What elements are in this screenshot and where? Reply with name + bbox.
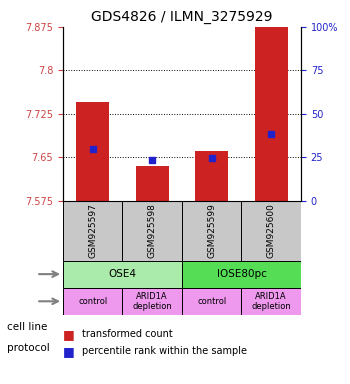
FancyBboxPatch shape	[63, 288, 122, 315]
FancyBboxPatch shape	[241, 201, 301, 260]
Text: control: control	[78, 297, 107, 306]
Text: GSM925599: GSM925599	[207, 203, 216, 258]
Text: cell line: cell line	[7, 322, 47, 332]
FancyBboxPatch shape	[63, 201, 122, 260]
FancyBboxPatch shape	[122, 201, 182, 260]
Bar	[136, 166, 169, 201]
Text: ARID1A
depletion: ARID1A depletion	[251, 291, 291, 311]
Text: protocol: protocol	[7, 343, 50, 353]
Text: control: control	[197, 297, 226, 306]
Bar	[195, 152, 228, 201]
Bar	[76, 102, 109, 201]
Text: transformed count: transformed count	[82, 329, 173, 339]
Text: ■: ■	[63, 345, 75, 358]
FancyBboxPatch shape	[241, 288, 301, 315]
FancyBboxPatch shape	[122, 288, 182, 315]
Text: percentile rank within the sample: percentile rank within the sample	[82, 346, 247, 356]
Text: GSM925598: GSM925598	[148, 203, 157, 258]
Bar	[255, 27, 288, 201]
FancyBboxPatch shape	[182, 288, 241, 315]
Text: GSM925600: GSM925600	[267, 203, 276, 258]
FancyBboxPatch shape	[63, 260, 182, 288]
Text: OSE4: OSE4	[108, 269, 136, 279]
Text: IOSE80pc: IOSE80pc	[217, 269, 266, 279]
FancyBboxPatch shape	[182, 260, 301, 288]
FancyBboxPatch shape	[182, 201, 241, 260]
Title: GDS4826 / ILMN_3275929: GDS4826 / ILMN_3275929	[91, 10, 273, 25]
Text: ■: ■	[63, 328, 75, 341]
Text: GSM925597: GSM925597	[88, 203, 97, 258]
Text: ARID1A
depletion: ARID1A depletion	[132, 291, 172, 311]
